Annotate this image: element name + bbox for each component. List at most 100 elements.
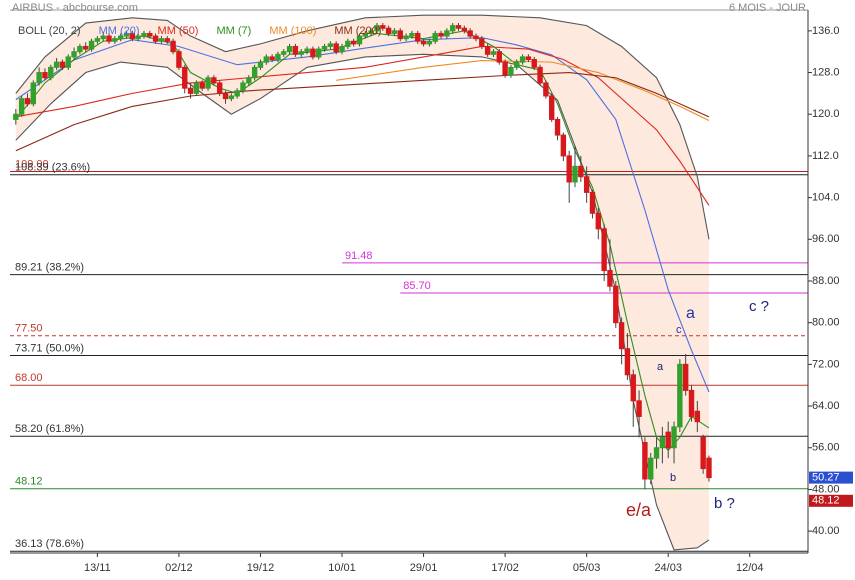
x-tick-label: 05/03 — [573, 562, 601, 574]
candle-body — [560, 134, 567, 157]
legend-entry: BOLL (20, 2) — [18, 25, 81, 37]
candle-body — [117, 35, 124, 40]
level-label: 108.39 (23.6%) — [15, 162, 90, 174]
candle-body — [502, 61, 508, 76]
annotation: b — [670, 472, 676, 484]
candle-body — [234, 90, 240, 97]
candle-body — [554, 118, 561, 136]
annotation: b ? — [714, 495, 735, 512]
candle-body — [374, 25, 380, 32]
candle-body — [286, 45, 293, 53]
candle-body — [193, 82, 200, 94]
candle-body — [263, 56, 269, 63]
x-tick-label: 19/12 — [247, 562, 275, 574]
level-label: 73.71 (50.0%) — [15, 342, 84, 354]
candle-body — [525, 56, 532, 61]
candle-body — [665, 431, 671, 449]
candle-body — [700, 436, 706, 470]
candle-body — [362, 32, 369, 37]
candle-body — [327, 43, 334, 47]
candle-body — [519, 56, 526, 63]
level-label: 85.70 — [403, 280, 431, 292]
candle-body — [543, 82, 549, 97]
candle-body — [71, 51, 77, 58]
candle-body — [444, 30, 450, 37]
y-tick-label: 40.00 — [812, 525, 840, 537]
y-tick-label: 72.00 — [812, 358, 840, 370]
candle-body — [438, 32, 444, 37]
candle-body — [473, 35, 479, 40]
x-tick-label: 12/04 — [736, 562, 764, 574]
candle-body — [706, 457, 712, 479]
candle-body — [123, 32, 130, 37]
candle-body — [420, 40, 427, 45]
candle-body — [152, 35, 159, 42]
candle-body — [251, 66, 258, 79]
annotation: c ? — [749, 298, 769, 315]
annotation: a — [657, 361, 664, 373]
candle-body — [537, 66, 543, 84]
candle-body — [403, 35, 409, 40]
y-tick-label: 80.00 — [812, 317, 840, 329]
candle-body — [607, 270, 613, 287]
candle-body — [321, 45, 328, 50]
y-tick-label: 104.0 — [812, 192, 840, 204]
candle-body — [24, 98, 31, 105]
candle-body — [275, 53, 281, 61]
candle-body — [158, 38, 165, 42]
candle-body — [170, 40, 176, 53]
chart-title: AIRBUS - abcbourse.com — [12, 2, 138, 14]
candle-body — [30, 82, 36, 105]
candle-body — [13, 113, 19, 120]
candle-body — [508, 66, 514, 76]
last-price-box — [809, 471, 853, 484]
y-tick-label: 64.00 — [812, 400, 840, 412]
candle-body — [42, 72, 48, 79]
legend-entry: MM (100) — [269, 25, 316, 37]
candle-body — [356, 35, 363, 45]
y-tick-label: 120.0 — [812, 108, 840, 120]
candle-body — [269, 56, 275, 61]
candle-body — [496, 51, 502, 63]
candle-body — [345, 40, 351, 47]
candle-body — [298, 51, 304, 55]
bollinger-band-fill — [15, 15, 709, 550]
candle-body — [566, 155, 572, 183]
level-price-label: 48.12 — [812, 495, 840, 507]
candle-body — [380, 25, 386, 29]
candle-body — [129, 32, 136, 40]
candle-body — [461, 27, 468, 32]
candle-body — [100, 35, 106, 40]
candle-body — [636, 400, 642, 417]
candle-body — [281, 51, 287, 55]
y-tick-label: 128.0 — [812, 66, 840, 78]
candle-body — [595, 212, 602, 230]
candle-body — [682, 363, 689, 391]
candle-body — [246, 77, 252, 84]
candle-body — [65, 56, 71, 68]
candle-body — [648, 457, 654, 480]
candle-body — [653, 447, 660, 459]
candle-body — [549, 95, 555, 120]
candle-body — [368, 30, 374, 34]
legend-entry: MM (50) — [158, 25, 199, 37]
candle-body — [164, 38, 170, 42]
x-tick-label: 10/01 — [328, 562, 356, 574]
candle-body — [187, 87, 194, 94]
candle-body — [455, 25, 462, 29]
legend-entry: MM (7) — [216, 25, 251, 37]
candle-body — [391, 30, 398, 34]
candle-body — [490, 51, 497, 55]
candle-body — [578, 165, 584, 178]
x-tick-label: 24/03 — [654, 562, 682, 574]
legend-entry: MM (200) — [334, 25, 381, 37]
candle-body — [479, 38, 485, 47]
x-tick-label: 29/01 — [410, 562, 438, 574]
last-price-label: 50.27 — [812, 472, 840, 484]
candle-body — [397, 30, 403, 40]
candle-body — [385, 27, 392, 34]
candle-body — [77, 45, 83, 53]
candle-body — [205, 77, 211, 89]
candle-body — [531, 59, 537, 68]
